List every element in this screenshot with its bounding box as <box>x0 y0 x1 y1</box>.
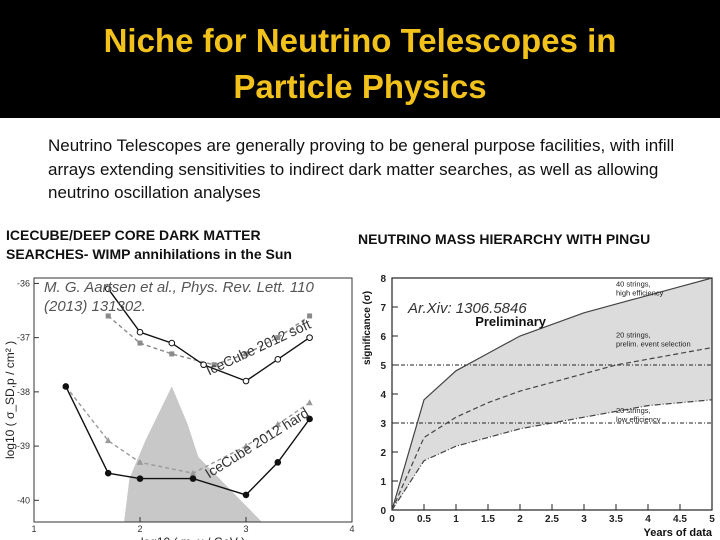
y-tick-label: 2 <box>380 448 386 459</box>
series-label-line: prelim. event selection <box>616 339 691 348</box>
data-point <box>189 469 197 476</box>
left-heading-line1: ICECUBE/DEEP CORE DARK MATTER <box>6 227 261 243</box>
y-tick-label: 0 <box>380 506 386 517</box>
x-tick-label: 0 <box>389 514 395 525</box>
x-tick-label: 2 <box>137 524 142 534</box>
annotation-hard: IceCube 2012 hard <box>202 404 311 481</box>
left-heading: ICECUBE/DEEP CORE DARK MATTER SEARCHES- … <box>6 226 356 264</box>
x-axis-label: log10 ( m_χ / GeV ) <box>141 535 245 540</box>
mass-hierarchy-chart: 0 1 2 3 4 5 6 7 8 0 0.5 1 1.5 2 2.5 3 3.5 4 4.5 5 40 strings… <box>362 274 715 539</box>
slide-title: Niche for Neutrino Telescopes in Particl… <box>0 18 720 110</box>
x-tick-label: 3.5 <box>609 514 623 525</box>
series-line <box>391 277 713 511</box>
right-heading: NEUTRINO MASS HIERARCHY WITH PINGU <box>358 231 651 247</box>
title-bar: Niche for Neutrino Telescopes in Particl… <box>0 0 720 118</box>
data-point <box>200 361 207 369</box>
y-axis-label: significance (σ) <box>362 291 373 365</box>
series-line <box>391 347 713 511</box>
data-point <box>169 351 175 357</box>
data-point <box>137 340 143 346</box>
y-tick-label: 8 <box>380 274 386 285</box>
y-tick-label: 3 <box>380 419 386 430</box>
data-point <box>136 328 144 336</box>
y-tick-label: -38 <box>17 387 30 397</box>
series-label-line: high efficiency <box>616 289 664 298</box>
y-tick-label: 7 <box>380 303 386 314</box>
left-reference: M. G. Aartsen et al., Phys. Rev. Lett. 1… <box>44 278 344 316</box>
series-label-line: low efficiency <box>616 415 661 424</box>
data-point <box>274 356 282 363</box>
x-tick-label: 1.5 <box>481 514 495 525</box>
data-point <box>104 285 112 293</box>
data-point <box>105 437 112 444</box>
data-point <box>168 339 176 347</box>
data-point <box>242 491 250 499</box>
x-tick-label: 3 <box>581 514 587 525</box>
series-label-line: 20 strings, <box>616 330 651 339</box>
y-tick-label: -36 <box>17 278 30 288</box>
data-point <box>136 458 144 465</box>
series-label-line: 20 strings, <box>616 406 651 415</box>
x-tick-label: 1 <box>453 514 459 525</box>
shaded-density-region <box>124 386 262 522</box>
data-point <box>274 459 282 466</box>
y-tick-label: 4 <box>380 390 386 401</box>
chart-title: Preliminary <box>475 314 547 329</box>
data-point <box>104 469 112 477</box>
data-point <box>306 334 313 341</box>
slide-title-line1: Niche for Neutrino Telescopes in <box>103 22 617 59</box>
series-label-line: 40 strings, <box>616 280 651 289</box>
series-label: 40 strings, high efficiency <box>616 280 664 298</box>
y-tick-label: 1 <box>380 477 386 488</box>
plot-frame <box>33 277 353 523</box>
right-reference: Ar.Xiv: 1306.5846 <box>408 300 527 317</box>
data-point <box>242 442 250 449</box>
data-point <box>136 475 144 482</box>
data-point <box>274 420 281 427</box>
series-label: 20 strings, prelim. event selection <box>616 330 691 348</box>
slide-title-line2: Particle Physics <box>233 68 487 105</box>
x-tick-label: 4 <box>645 514 651 525</box>
left-heading-line2: SEARCHES- WIMP annihilations in the Sun <box>6 246 292 262</box>
x-tick-label: 1 <box>31 524 36 534</box>
data-point <box>242 377 250 385</box>
data-point <box>211 362 217 368</box>
y-tick-label: -40 <box>17 495 30 505</box>
data-point <box>62 383 70 390</box>
y-tick-label: 6 <box>380 332 386 343</box>
data-point <box>105 313 111 319</box>
y-axis-label: log10 ( σ_SD,p / cm² ) <box>3 341 17 459</box>
x-tick-label: 3 <box>243 524 248 534</box>
x-tick-label: 5 <box>709 514 715 525</box>
y-tick-label: -39 <box>17 441 30 451</box>
left-reference-line1: M. G. Aartsen et al., Phys. Rev. Lett. 1… <box>44 279 314 296</box>
data-point <box>306 415 313 423</box>
data-point <box>306 399 313 406</box>
data-point <box>275 335 281 341</box>
x-tick-label: 2 <box>517 514 523 525</box>
data-point <box>189 475 197 482</box>
data-point <box>307 313 313 319</box>
y-tick-label: 5 <box>380 361 386 372</box>
left-reference-line2: (2013) 131302. <box>44 298 146 315</box>
uncertainty-band <box>392 278 712 510</box>
x-axis-label: Years of data <box>644 527 713 539</box>
series-label: 20 strings, low efficiency <box>616 406 661 424</box>
x-tick-label: 4.5 <box>673 514 687 525</box>
y-tick-label: -37 <box>17 333 30 343</box>
data-point <box>243 351 249 357</box>
x-tick-label: 0.5 <box>417 514 431 525</box>
x-tick-label: 2.5 <box>545 514 559 525</box>
x-tick-label: 4 <box>349 524 354 534</box>
intro-text: Neutrino Telescopes are generally provin… <box>48 136 675 202</box>
series-line <box>391 399 713 511</box>
